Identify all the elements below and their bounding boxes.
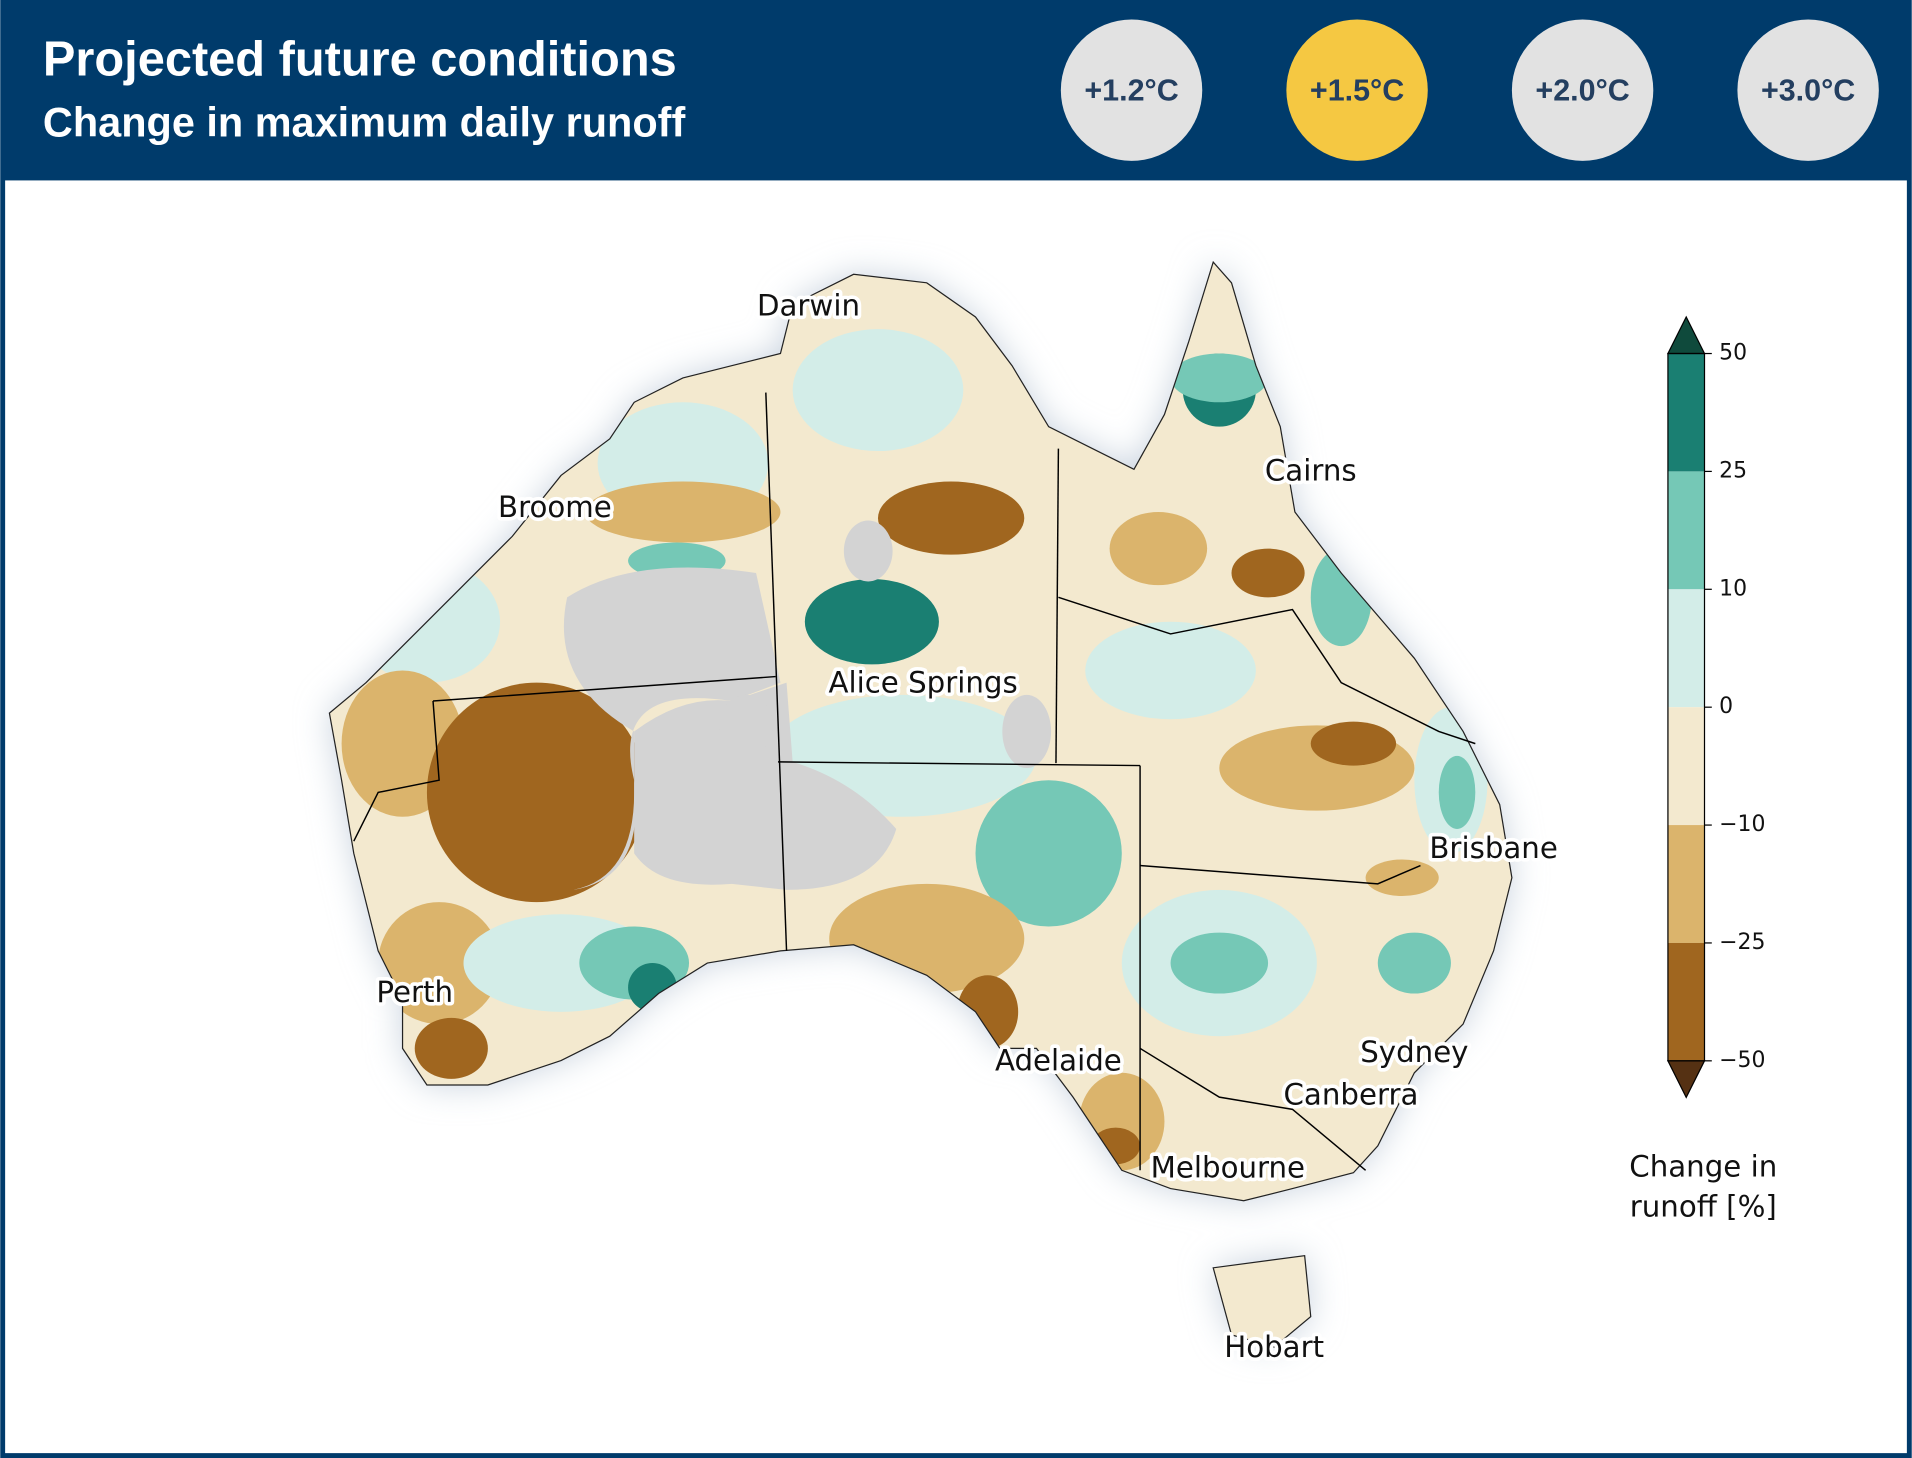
runoff-patch [1170,932,1269,994]
scenario-circle[interactable] [1286,19,1428,161]
state-border [778,761,1141,767]
city-label: Canberra [1284,1077,1419,1111]
state-border [1055,448,1060,764]
scenario-button[interactable]: +1.2°C [1060,19,1203,161]
colorbar-title: Change in [1629,1149,1777,1183]
runoff-patch [877,481,1025,555]
city-label: Darwin [757,289,860,323]
colorbar-tick-label: 0 [1719,694,1733,719]
city-label: Melbourne [1151,1151,1305,1185]
colorbar-band [1667,471,1705,590]
runoff-patch [426,682,647,903]
scenario-label[interactable]: +1.2°C [1084,74,1178,108]
scenario-label[interactable]: +2.0°C [1535,74,1629,108]
no-data-area [1002,694,1052,769]
city-label: Broome [498,490,612,524]
state-border [1139,1047,1367,1171]
runoff-patch [792,329,964,452]
city-label: Alice Springs [828,665,1017,699]
city-labels: Darwin Broome Cairns Alice Springs Brisbane P… [373,285,1562,1367]
state-border [353,700,440,842]
colorbar-band [1667,589,1705,708]
scenario-label[interactable]: +3.0°C [1761,74,1855,108]
colorbar-title: runoff [%] [1630,1190,1777,1224]
subtitle: Change in maximum daily runoff [43,99,686,146]
runoff-patch [1085,621,1256,720]
runoff-patch [1365,859,1439,897]
runoff-patch [1310,721,1397,766]
colorbar-tick-label: −50 [1719,1048,1765,1073]
runoff-field [341,329,1488,1171]
runoff-patch [378,902,501,1025]
city-label: Cairns [1265,453,1357,487]
scenario-circle[interactable] [1060,19,1203,161]
city-label: Brisbane [1429,831,1557,865]
no-data-area [843,520,893,582]
colorbar-band [1667,942,1705,1061]
runoff-patch [975,780,1122,927]
scenario-buttons: +1.2°C +1.5°C +2.0°C +3.0°C [1060,19,1879,161]
city-label: Sydney [1360,1035,1468,1069]
colorbar-band [1667,353,1705,472]
colorbar-tick-label: 25 [1719,458,1747,483]
runoff-patch [1231,548,1305,598]
no-data-areas [563,520,1052,890]
no-data-area [719,694,774,756]
colorbar: 50 25 10 0 −10 −25 −50 Change in runoff [%] [1629,315,1777,1224]
runoff-patch [1170,353,1269,403]
no-data-area [563,567,781,890]
state-border [432,675,776,702]
colorbar-band [1667,825,1705,943]
colorbar-band [1667,707,1705,826]
title: Projected future conditions [43,33,677,87]
scenario-circle[interactable] [1511,19,1654,161]
runoff-patch [585,481,781,543]
runoff-patch [1377,932,1451,994]
runoff-patch [1109,512,1208,586]
scenario-button[interactable]: +2.0°C [1511,19,1654,161]
city-label: Perth [376,975,453,1009]
colorbar-tick-label: −25 [1719,930,1765,955]
colorbar-tick-label: 50 [1719,341,1747,366]
state-border [1140,864,1421,885]
scenario-circle[interactable] [1737,19,1879,161]
runoff-patch [414,1017,488,1079]
colorbar-tick-label: 10 [1719,576,1747,601]
map: Darwin Broome Cairns Alice Springs Brisbane P… [328,261,1562,1367]
city-label: Hobart [1224,1330,1324,1364]
state-border [765,392,788,951]
no-data-area [634,682,897,890]
state-borders [353,392,1476,1171]
runoff-patch [1438,755,1476,829]
scenario-button[interactable]: +3.0°C [1737,19,1879,161]
runoff-patch [804,579,939,665]
city-label: Adelaide [995,1043,1122,1077]
scenario-label[interactable]: +1.5°C [1310,74,1404,108]
scenario-button[interactable]: +1.5°C [1286,19,1428,161]
colorbar-tick-label: −10 [1719,812,1765,837]
state-border [1058,596,1476,745]
